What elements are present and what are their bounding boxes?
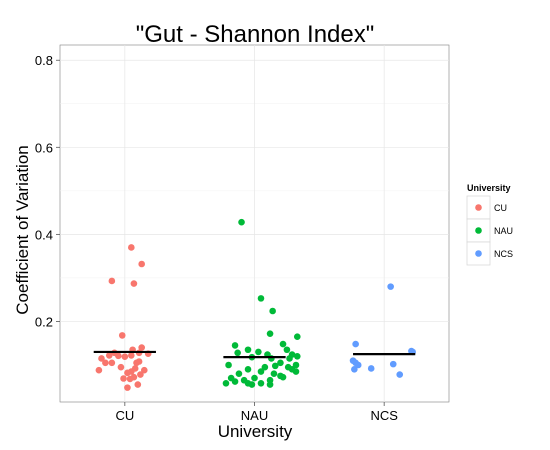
- data-point: [120, 375, 127, 382]
- data-point: [117, 363, 125, 371]
- data-point: [133, 359, 140, 367]
- data-point: [257, 295, 265, 302]
- data-marks: [93, 218, 416, 391]
- x-tick-label: NAU: [241, 408, 268, 423]
- data-point: [234, 349, 241, 357]
- data-point: [293, 333, 301, 340]
- data-point: [270, 370, 278, 378]
- y-axis-label: Coefficient of Variation: [13, 145, 32, 314]
- data-point: [293, 352, 301, 360]
- data-point: [248, 381, 256, 388]
- data-point: [271, 362, 279, 370]
- data-point: [130, 373, 138, 381]
- data-point: [238, 218, 245, 226]
- data-point: [292, 368, 300, 375]
- data-point: [115, 352, 122, 360]
- data-point: [351, 366, 358, 373]
- data-point: [128, 244, 135, 251]
- data-point: [279, 340, 287, 348]
- data-point: [255, 348, 262, 356]
- data-point: [354, 361, 362, 369]
- legend-swatch: [475, 227, 482, 234]
- data-point: [105, 352, 113, 359]
- data-point: [269, 307, 276, 315]
- x-axis-label: University: [218, 422, 293, 441]
- x-tick-label: CU: [115, 408, 134, 423]
- data-point: [261, 363, 269, 371]
- data-point: [140, 366, 148, 374]
- x-tick-label: NCS: [370, 408, 398, 423]
- chart-title: "Gut - Shannon Index": [136, 21, 375, 48]
- data-point: [235, 370, 243, 378]
- legend-label: NCS: [494, 249, 513, 259]
- data-point: [124, 384, 131, 391]
- y-tick-label: 0.6: [35, 140, 53, 155]
- legend-label: NAU: [494, 226, 513, 236]
- axes: 0.2 0.4 0.6 0.8 CU NAU NCS: [35, 53, 398, 423]
- data-point: [387, 283, 394, 290]
- data-point: [231, 378, 239, 385]
- data-point: [244, 366, 252, 373]
- data-point: [396, 371, 404, 378]
- data-point: [108, 277, 116, 285]
- data-point: [137, 371, 144, 378]
- data-point: [121, 353, 129, 361]
- legend-swatch: [475, 204, 482, 211]
- data-point: [231, 342, 239, 349]
- data-point: [118, 332, 126, 339]
- y-tick-label: 0.8: [35, 53, 53, 68]
- plot-panel: [59, 44, 450, 403]
- legend: University CU NAU NCS: [466, 183, 513, 266]
- legend-title: University: [467, 183, 511, 193]
- data-point: [134, 381, 142, 388]
- data-point: [389, 360, 397, 368]
- data-point: [128, 352, 135, 359]
- y-tick-label: 0.4: [35, 227, 53, 242]
- data-point: [251, 374, 258, 382]
- data-point: [244, 346, 252, 354]
- data-point: [138, 344, 145, 351]
- data-point: [138, 260, 145, 268]
- data-point: [283, 346, 291, 354]
- data-point: [352, 340, 359, 348]
- data-point: [367, 365, 375, 372]
- data-point: [131, 365, 139, 372]
- data-point: [95, 366, 103, 374]
- data-point: [257, 379, 265, 387]
- legend-label: CU: [494, 203, 507, 213]
- data-point: [108, 359, 116, 367]
- data-point: [266, 381, 274, 388]
- legend-swatch: [475, 250, 482, 257]
- y-tick-label: 0.2: [35, 314, 53, 329]
- data-point: [257, 368, 265, 375]
- data-point: [222, 379, 230, 387]
- data-point: [277, 372, 284, 380]
- data-point: [266, 330, 274, 337]
- data-point: [292, 361, 300, 369]
- data-point: [225, 361, 232, 369]
- data-point: [98, 355, 105, 362]
- data-point: [102, 359, 109, 367]
- data-point: [277, 359, 284, 367]
- data-point: [286, 355, 293, 362]
- data-point: [130, 280, 138, 287]
